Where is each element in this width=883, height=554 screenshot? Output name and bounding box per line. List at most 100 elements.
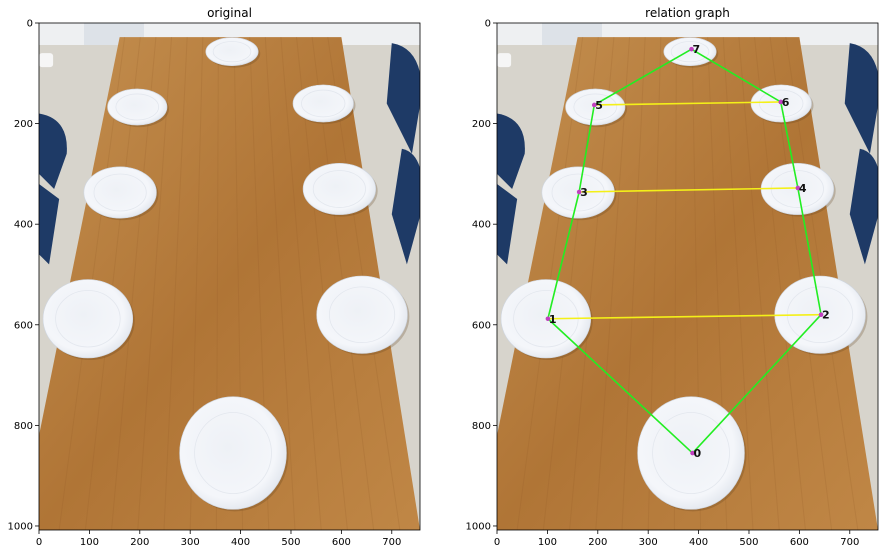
x-tick-label: 200 bbox=[130, 537, 149, 548]
x-tick-label: 0 bbox=[494, 537, 500, 548]
x-tick-label: 500 bbox=[739, 537, 758, 548]
wood-grain bbox=[738, 37, 780, 530]
node-label: 7 bbox=[693, 43, 701, 56]
chair bbox=[391, 148, 420, 265]
wood-grain bbox=[722, 37, 754, 530]
graph-node bbox=[576, 189, 582, 195]
y-tick-label: 400 bbox=[472, 220, 491, 231]
shoe bbox=[497, 53, 512, 68]
wood-grain bbox=[621, 37, 646, 530]
axis-ticks: 0 100 200 300 400 500 600 700 0 200 400 600 800 1000 bbox=[466, 19, 860, 549]
plate-rim bbox=[670, 41, 710, 63]
y-tick-label: 200 bbox=[472, 119, 491, 130]
wood-grain bbox=[264, 37, 296, 530]
x-tick-label: 0 bbox=[36, 537, 42, 548]
wood-grain bbox=[280, 37, 322, 530]
plate-rim bbox=[55, 290, 121, 348]
edge-green bbox=[691, 314, 822, 454]
chair bbox=[386, 43, 420, 154]
x-tick-label: 400 bbox=[231, 537, 250, 548]
chair bbox=[497, 113, 525, 189]
photo-relation-graph bbox=[497, 23, 878, 530]
plate-rim bbox=[328, 286, 396, 344]
y-tick-label: 0 bbox=[27, 19, 33, 30]
y-tick-label: 800 bbox=[472, 421, 491, 432]
plate bbox=[316, 275, 408, 354]
graph-node bbox=[778, 99, 784, 105]
x-tick-label: 600 bbox=[332, 537, 351, 548]
x-tick-label: 700 bbox=[382, 537, 401, 548]
wood-grain bbox=[137, 37, 173, 530]
node-label: 5 bbox=[595, 99, 603, 112]
y-tick-label: 800 bbox=[14, 421, 33, 432]
edge-yellow bbox=[579, 187, 798, 193]
edge-green bbox=[691, 48, 782, 103]
graph-node bbox=[545, 316, 551, 322]
y-tick-label: 400 bbox=[14, 220, 33, 231]
x-tick-label: 300 bbox=[639, 537, 658, 548]
edge-green bbox=[547, 318, 694, 454]
graph-node bbox=[689, 46, 694, 52]
edge-green bbox=[578, 104, 596, 193]
plate bbox=[83, 166, 157, 219]
plate-rim bbox=[652, 412, 730, 495]
relation-graph-overlay: 0 1 2 3 4 5 6 7 bbox=[545, 43, 830, 460]
chair bbox=[497, 183, 518, 265]
edge-yellow bbox=[594, 101, 781, 106]
node-label: 2 bbox=[822, 309, 830, 322]
table bbox=[39, 37, 420, 530]
wood-grain bbox=[296, 37, 348, 530]
chair bbox=[844, 43, 878, 154]
table bbox=[497, 37, 878, 530]
axes-frame bbox=[496, 22, 879, 531]
plate-rim bbox=[301, 89, 346, 118]
graph-node bbox=[690, 450, 695, 456]
chair bbox=[849, 148, 878, 265]
photo-original bbox=[39, 23, 420, 530]
y-tick-label: 1000 bbox=[466, 521, 491, 532]
graph-node bbox=[795, 185, 801, 191]
edge-green bbox=[547, 191, 580, 319]
edge-green bbox=[779, 101, 799, 189]
plate-rim bbox=[573, 93, 618, 121]
node-label: 0 bbox=[694, 447, 702, 460]
panel-original: original 0 100 200 300 400 500 600 700 0 200 400 60… bbox=[8, 6, 421, 549]
chair bbox=[39, 183, 60, 265]
plate bbox=[179, 396, 287, 510]
node-label: 6 bbox=[782, 96, 790, 109]
plate bbox=[42, 279, 134, 359]
y-tick-label: 1000 bbox=[8, 521, 33, 532]
plate-rim bbox=[551, 173, 605, 212]
plate-rim bbox=[115, 93, 160, 121]
x-tick-label: 100 bbox=[80, 537, 99, 548]
edge-green bbox=[593, 48, 692, 106]
panel-title: relation graph bbox=[645, 6, 730, 20]
wood-grain bbox=[595, 37, 631, 530]
axis-ticks: 0 100 200 300 400 500 600 700 0 200 400 600 800 1000 bbox=[8, 19, 402, 549]
x-tick-label: 100 bbox=[538, 537, 557, 548]
wood-grain bbox=[754, 37, 806, 530]
wood-grain bbox=[163, 37, 188, 530]
shoe bbox=[39, 53, 54, 68]
x-tick-label: 400 bbox=[689, 537, 708, 548]
y-tick-label: 0 bbox=[485, 19, 491, 30]
panel-relation-graph: relation graph 0 1 2 3 4 5 6 7 0 100 200 300 400 500… bbox=[466, 6, 879, 549]
node-label: 3 bbox=[580, 186, 588, 199]
plate-rim bbox=[194, 412, 272, 495]
plate-rim bbox=[212, 41, 252, 63]
panel-title: original bbox=[207, 6, 252, 20]
plate-rim bbox=[759, 89, 804, 118]
plate bbox=[302, 163, 376, 215]
x-tick-label: 700 bbox=[840, 537, 859, 548]
node-label: 1 bbox=[549, 313, 557, 326]
graph-node bbox=[591, 102, 597, 108]
y-tick-label: 600 bbox=[14, 320, 33, 331]
edge-green bbox=[797, 187, 822, 315]
node-label: 4 bbox=[799, 182, 807, 195]
chair bbox=[39, 113, 67, 189]
graph-node bbox=[818, 312, 824, 318]
x-tick-label: 600 bbox=[790, 537, 809, 548]
x-tick-label: 300 bbox=[181, 537, 200, 548]
x-tick-label: 500 bbox=[281, 537, 300, 548]
